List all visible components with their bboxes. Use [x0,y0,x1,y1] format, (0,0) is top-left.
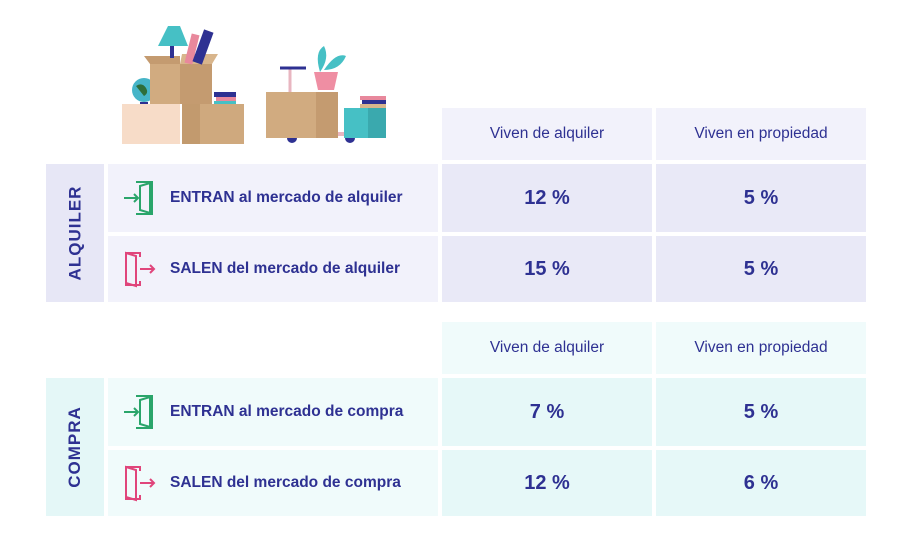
alquiler-exit-own-value: 5 % [656,236,866,302]
alquiler-section-label: ALQUILER [46,164,104,302]
alquiler-enter-label: ENTRAN al mercado de alquiler [170,189,403,206]
compra-enter-rent-value: 7 % [442,378,652,446]
compra-row-enter: ENTRAN al mercado de compra [108,378,438,446]
alquiler-row-exit: SALEN del mercado de alquiler [108,236,438,302]
compra-enter-own-value: 5 % [656,378,866,446]
alquiler-row-enter: ENTRAN al mercado de alquiler [108,164,438,232]
alquiler-exit-rent-value: 15 % [442,236,652,302]
alquiler-enter-own-value: 5 % [656,164,866,232]
compra-row-exit: SALEN del mercado de compra [108,450,438,516]
compra-section-label: COMPRA [46,378,104,516]
compra-exit-label: SALEN del mercado de compra [170,474,401,491]
door-enter-icon [124,181,153,215]
alquiler-header-rent: Viven de alquiler [442,108,652,160]
compra-header-own: Viven en propiedad [656,322,866,374]
compra-exit-rent-value: 12 % [442,450,652,516]
door-enter-icon [124,395,153,429]
compra-header-rent: Viven de alquiler [442,322,652,374]
alquiler-header-own: Viven en propiedad [656,108,866,160]
alquiler-enter-rent-value: 12 % [442,164,652,232]
alquiler-section-text: ALQUILER [65,185,85,281]
compra-section-text: COMPRA [65,406,84,488]
alquiler-exit-label: SALEN del mercado de alquiler [170,260,400,277]
compra-enter-label: ENTRAN al mercado de compra [170,403,404,420]
compra-exit-own-value: 6 % [656,450,866,516]
door-exit-icon [125,465,156,502]
moving-boxes-illustration [122,26,386,144]
door-exit-icon [125,251,156,288]
